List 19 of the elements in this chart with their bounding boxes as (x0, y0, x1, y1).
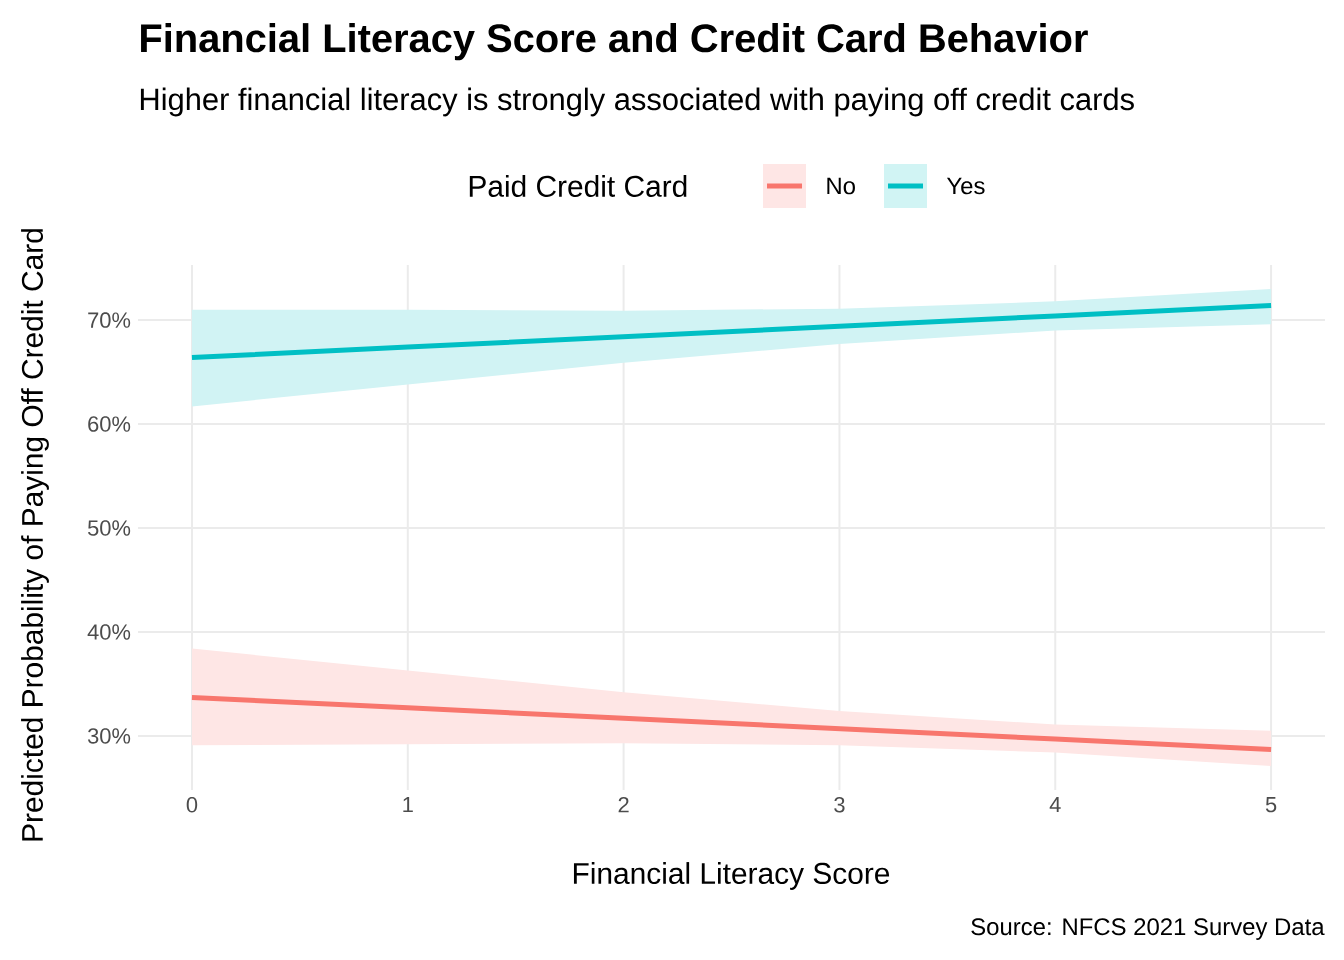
legend-label: Yes (946, 177, 985, 195)
x-tick-label: 3 (834, 797, 845, 813)
x-axis-title: Financial Literacy Score (573, 862, 890, 890)
x-tick-label: 0 (186, 797, 198, 813)
legend-title: Paid Credit Card (469, 175, 687, 197)
y-tick-label: 70% (88, 312, 131, 328)
y-tick-label: 60% (88, 416, 131, 432)
legend-label: No (827, 177, 855, 195)
y-tick-label: 40% (87, 624, 131, 640)
y-tick-label: 30% (87, 728, 131, 744)
source-note: Source: NFCS 2021 Survey Data (971, 918, 1325, 940)
x-tick-label: 5 (1265, 797, 1277, 813)
x-tick-label: 1 (403, 797, 413, 813)
y-axis-title: Predicted Probability of Paying Off Credit Card (21, 229, 49, 841)
x-tick-label: 4 (1049, 797, 1061, 813)
chart-subtitle: Higher financial literacy is strongly associated with paying off credit cards (140, 87, 1134, 117)
x-tick-label: 2 (618, 797, 629, 813)
chart-title: Financial Literacy Score and Credit Card Behavior (141, 23, 1088, 61)
y-tick-label: 50% (87, 520, 131, 536)
